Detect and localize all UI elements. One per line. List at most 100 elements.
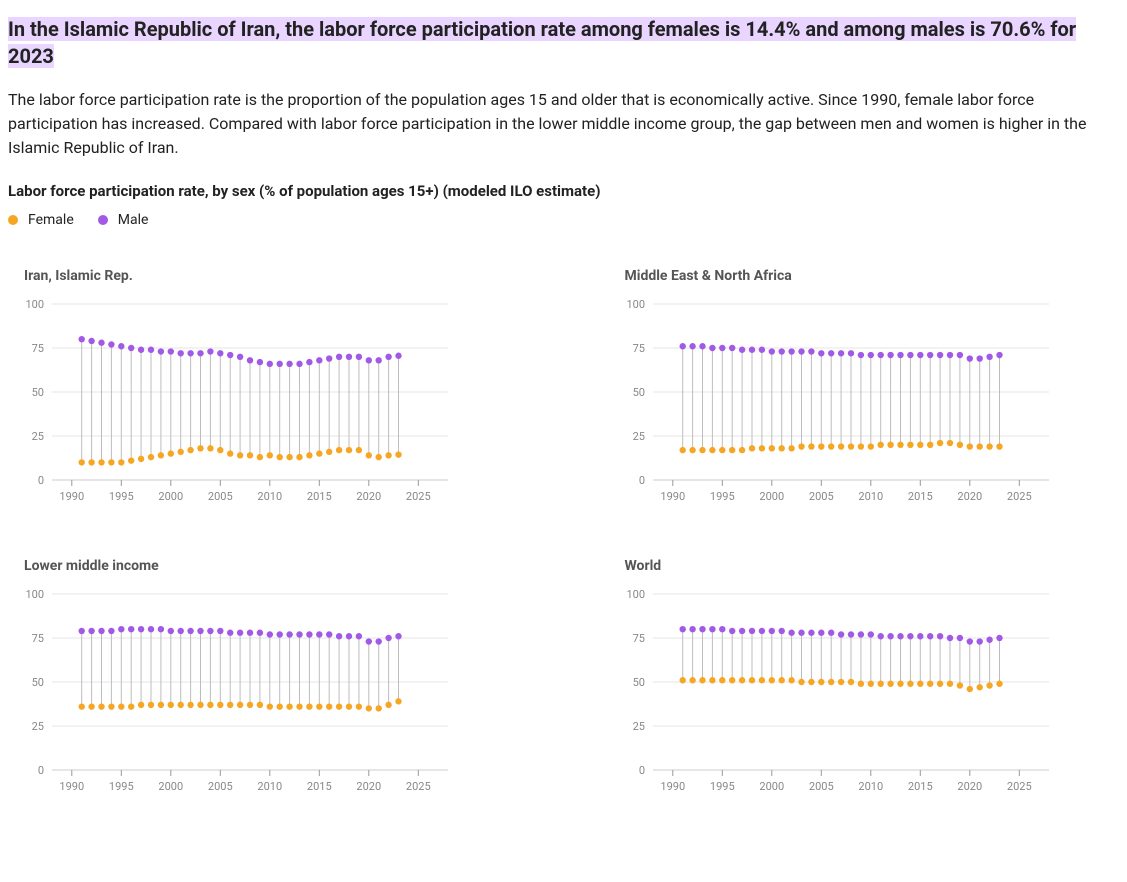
data-point-male bbox=[778, 628, 784, 634]
data-point-female bbox=[768, 677, 774, 683]
data-point-female bbox=[187, 702, 193, 708]
data-point-female bbox=[178, 702, 184, 708]
data-point-male bbox=[847, 350, 853, 356]
svg-text:2010: 2010 bbox=[257, 780, 282, 793]
svg-text:75: 75 bbox=[632, 342, 644, 355]
data-point-male bbox=[748, 628, 754, 634]
data-point-male bbox=[976, 638, 982, 644]
data-point-female bbox=[778, 677, 784, 683]
data-point-female bbox=[247, 452, 253, 458]
data-point-male bbox=[148, 347, 154, 353]
data-point-female bbox=[395, 698, 401, 704]
data-point-male bbox=[887, 352, 893, 358]
data-point-male bbox=[808, 348, 814, 354]
data-point-female bbox=[927, 681, 933, 687]
data-point-female bbox=[158, 702, 164, 708]
data-point-male bbox=[98, 340, 104, 346]
data-point-female bbox=[98, 459, 104, 465]
data-point-female bbox=[326, 703, 332, 709]
data-point-female bbox=[857, 443, 863, 449]
data-point-male bbox=[207, 628, 213, 634]
data-point-female bbox=[828, 443, 834, 449]
chart-panel: Middle East & North Africa02550751001990… bbox=[619, 268, 1059, 508]
page-headline: In the Islamic Republic of Iran, the lab… bbox=[8, 16, 1119, 70]
data-point-male bbox=[738, 628, 744, 634]
data-point-male bbox=[178, 628, 184, 634]
data-point-male bbox=[79, 336, 85, 342]
data-point-female bbox=[748, 677, 754, 683]
data-point-female bbox=[197, 702, 203, 708]
data-point-male bbox=[178, 350, 184, 356]
svg-text:1990: 1990 bbox=[660, 490, 685, 503]
data-point-male bbox=[138, 347, 144, 353]
data-point-male bbox=[227, 352, 233, 358]
data-point-female bbox=[118, 459, 124, 465]
svg-text:2015: 2015 bbox=[307, 490, 332, 503]
data-point-female bbox=[296, 703, 302, 709]
data-point-male bbox=[88, 628, 94, 634]
data-point-male bbox=[936, 352, 942, 358]
data-point-male bbox=[927, 633, 933, 639]
svg-text:100: 100 bbox=[25, 298, 44, 311]
data-point-male bbox=[306, 631, 312, 637]
svg-text:75: 75 bbox=[32, 632, 44, 645]
data-point-female bbox=[326, 449, 332, 455]
data-point-male bbox=[118, 343, 124, 349]
data-point-male bbox=[385, 635, 391, 641]
data-point-male bbox=[267, 631, 273, 637]
data-point-male bbox=[867, 631, 873, 637]
svg-text:1995: 1995 bbox=[109, 780, 134, 793]
data-point-female bbox=[88, 459, 94, 465]
data-point-male bbox=[748, 347, 754, 353]
data-point-female bbox=[738, 447, 744, 453]
data-point-male bbox=[237, 354, 243, 360]
data-point-male bbox=[897, 352, 903, 358]
panel-title: Middle East & North Africa bbox=[625, 268, 1059, 284]
data-point-female bbox=[336, 447, 342, 453]
data-point-male bbox=[376, 638, 382, 644]
data-point-male bbox=[227, 630, 233, 636]
data-point-male bbox=[719, 626, 725, 632]
headline-highlight: In the Islamic Republic of Iran, the lab… bbox=[8, 17, 1076, 68]
data-point-female bbox=[996, 443, 1002, 449]
data-point-female bbox=[286, 454, 292, 460]
data-point-male bbox=[956, 635, 962, 641]
data-point-female bbox=[966, 443, 972, 449]
data-point-female bbox=[168, 702, 174, 708]
data-point-male bbox=[286, 361, 292, 367]
data-point-male bbox=[699, 343, 705, 349]
data-point-female bbox=[227, 702, 233, 708]
data-point-male bbox=[98, 628, 104, 634]
svg-text:2000: 2000 bbox=[158, 490, 183, 503]
data-point-male bbox=[758, 347, 764, 353]
data-point-male bbox=[257, 630, 263, 636]
data-point-female bbox=[877, 442, 883, 448]
data-point-female bbox=[788, 677, 794, 683]
svg-text:75: 75 bbox=[32, 342, 44, 355]
data-point-male bbox=[907, 352, 913, 358]
data-point-female bbox=[867, 681, 873, 687]
data-point-male bbox=[818, 350, 824, 356]
chart-panel: Iran, Islamic Rep.0255075100199019952000… bbox=[18, 268, 458, 508]
data-point-female bbox=[828, 679, 834, 685]
data-point-male bbox=[699, 626, 705, 632]
data-point-male bbox=[857, 352, 863, 358]
data-point-male bbox=[286, 631, 292, 637]
data-point-female bbox=[366, 705, 372, 711]
data-point-male bbox=[679, 343, 685, 349]
legend-item-female: Female bbox=[8, 212, 74, 228]
data-point-male bbox=[946, 352, 952, 358]
data-point-male bbox=[277, 361, 283, 367]
data-point-male bbox=[808, 630, 814, 636]
data-point-female bbox=[709, 677, 715, 683]
data-point-male bbox=[168, 628, 174, 634]
legend: Female Male bbox=[8, 212, 1119, 228]
data-point-female bbox=[778, 445, 784, 451]
data-point-female bbox=[118, 703, 124, 709]
svg-text:2005: 2005 bbox=[808, 780, 833, 793]
data-point-female bbox=[108, 459, 114, 465]
data-point-male bbox=[237, 630, 243, 636]
data-point-female bbox=[296, 454, 302, 460]
svg-text:0: 0 bbox=[38, 474, 44, 487]
svg-text:2010: 2010 bbox=[257, 490, 282, 503]
